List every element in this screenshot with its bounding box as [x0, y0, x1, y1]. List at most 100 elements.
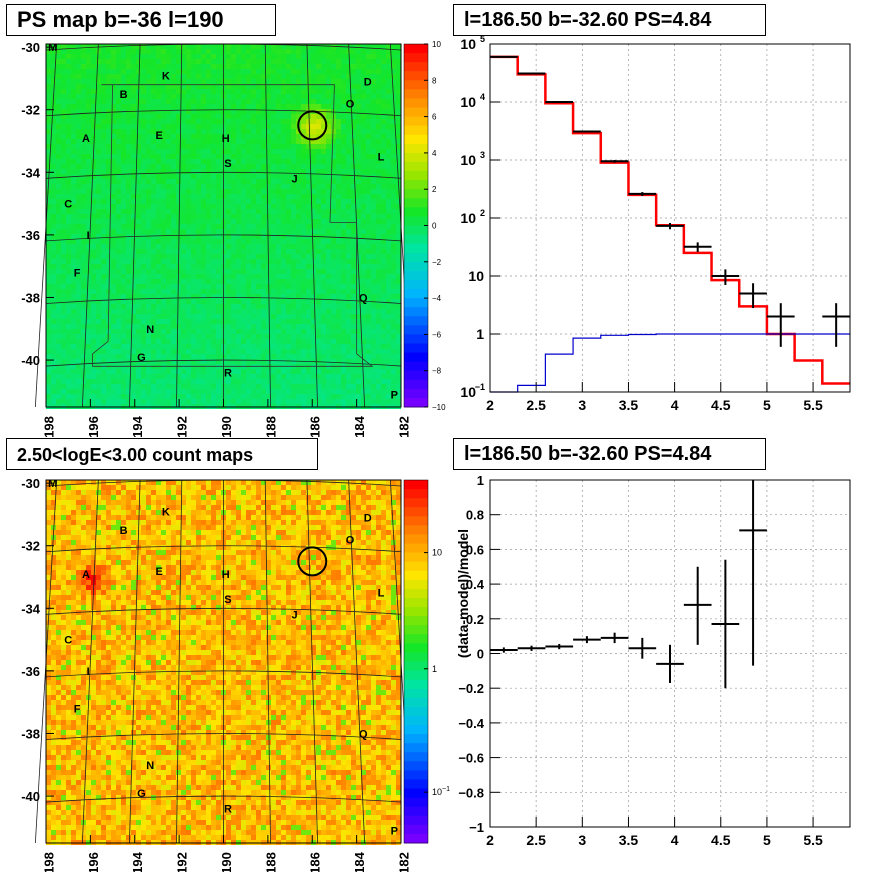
colorbar-segment [404, 352, 428, 363]
colorbar-tick-label: 2 [432, 185, 437, 194]
source-label: J [291, 174, 297, 186]
colorbar-segment [404, 815, 428, 826]
colorbar-segment [404, 770, 428, 780]
colorbar-segment [404, 734, 428, 744]
colorbar-segment [404, 797, 428, 808]
colorbar-segment [404, 643, 428, 653]
x-tick-label: 4 [671, 832, 679, 848]
y-tick-exponent: 3 [480, 150, 485, 160]
x-tick-label: 190 [219, 852, 234, 872]
y-tick-exponent: −1 [475, 382, 485, 392]
source-label: B [120, 525, 128, 537]
y-tick-label: -34 [21, 165, 41, 180]
x-tick-label: 196 [86, 852, 101, 872]
colorbar-tick-label: 0 [432, 222, 437, 231]
colorbar-segment [404, 334, 428, 344]
x-tick-label: 182 [396, 416, 411, 438]
x-tick-label: 184 [352, 415, 367, 437]
source-label: P [391, 825, 398, 837]
colorbar-segment [404, 579, 428, 590]
y-tick-label: -36 [21, 664, 40, 679]
colorbar-segment [404, 53, 428, 63]
colorbar-segment [404, 125, 428, 136]
colorbar-segment [404, 161, 428, 172]
colorbar-segment [404, 833, 428, 844]
y-tick-label: -38 [21, 726, 40, 741]
source-label: F [74, 703, 81, 715]
source-label: A [82, 133, 90, 145]
colorbar-segment [404, 388, 428, 399]
colorbar-segment [404, 715, 428, 726]
colorbar-segment [404, 107, 428, 118]
source-label: S [224, 158, 231, 170]
source-label: C [64, 199, 72, 211]
x-tick-label: 4 [671, 397, 679, 413]
x-tick-label: 184 [352, 851, 367, 872]
source-label: H [222, 569, 230, 581]
colorbar-segment [404, 243, 428, 254]
x-tick-label: 194 [130, 851, 145, 872]
x-tick-label: 5.5 [803, 832, 823, 848]
source-label: O [346, 534, 355, 546]
y-tick-label: 0 [477, 647, 484, 662]
y-tick-label: -40 [21, 353, 40, 368]
source-label: B [120, 89, 128, 101]
source-label: E [155, 566, 162, 578]
source-label: D [364, 77, 372, 89]
colorbar-segment [404, 761, 428, 771]
source-label: S [224, 594, 231, 606]
x-tick-label: 182 [396, 852, 411, 872]
source-label: K [162, 506, 170, 518]
colorbar-segment [404, 634, 428, 644]
x-tick-label: 4.5 [711, 397, 731, 413]
colorbar-segment [404, 143, 428, 154]
source-label: F [74, 267, 81, 279]
colorbar-segment [404, 134, 428, 145]
y-tick-label: -38 [21, 290, 40, 305]
source-label: H [222, 133, 230, 145]
y-tick-label: 0.2 [466, 612, 484, 627]
colorbar-segment [404, 625, 428, 635]
source-label: N [146, 760, 154, 772]
colorbar-segment [404, 289, 428, 299]
source-label: I [87, 666, 90, 678]
source-label: D [364, 513, 372, 525]
y-tick-exponent: 5 [480, 34, 485, 44]
y-tick-label: -32 [21, 539, 40, 554]
y-tick-label: 10 [460, 94, 476, 110]
colorbar-segment [404, 44, 428, 54]
colorbar-tick-label: 4 [432, 149, 437, 158]
source-label: G [137, 788, 146, 800]
colorbar-segment [404, 316, 428, 326]
colorbar-segment [404, 80, 428, 90]
colorbar-segment [404, 806, 428, 817]
x-tick-label: 198 [41, 416, 56, 438]
colorbar-segment [404, 706, 428, 717]
y-tick-label: -34 [21, 601, 41, 616]
x-tick-label: 192 [175, 416, 190, 438]
source-label: R [224, 368, 232, 380]
colorbar-tick-label: −2 [432, 258, 442, 267]
source-label: K [162, 70, 170, 82]
x-tick-label: 186 [308, 852, 323, 872]
colorbar-segment [404, 207, 428, 217]
colorbar-segment [404, 552, 428, 563]
colorbar-segment [404, 397, 428, 408]
y-tick-label: 0.8 [466, 508, 484, 523]
y-tick-label: −0.8 [458, 785, 484, 800]
count-grid [34, 479, 413, 844]
colorbar-segment [404, 670, 428, 681]
source-circle [297, 110, 328, 141]
colorbar-segment [404, 688, 428, 699]
y-tick-label: −0.2 [458, 681, 484, 696]
colorbar-segment [404, 534, 428, 545]
x-tick-label: 192 [175, 852, 190, 872]
colorbar-segment [404, 171, 428, 181]
colorbar-tick-label: 10 [432, 548, 442, 558]
colorbar-segment [404, 498, 428, 508]
colorbar-segment [404, 225, 428, 236]
count-map-panel: M K D B O A E H L S J C I F Q N G R P -30 -32 -34 -36 -38 -40 198… [21, 476, 450, 872]
colorbar-segment [404, 216, 428, 226]
x-tick-label: 5 [763, 397, 771, 413]
